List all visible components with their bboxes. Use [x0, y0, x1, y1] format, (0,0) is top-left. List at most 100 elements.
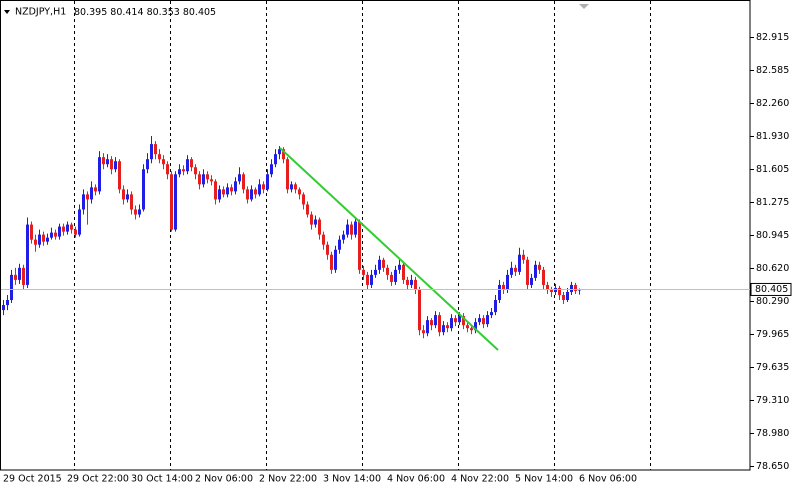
candle-body [270, 164, 273, 175]
candle-body [282, 149, 285, 160]
candle-body [446, 325, 449, 329]
candle-body [374, 269, 377, 275]
bid-label-box [750, 282, 792, 296]
candle-body [170, 174, 173, 230]
x-tick-label: 2 Nov 06:00 [195, 474, 253, 485]
candle-body [398, 264, 401, 270]
candle-body [462, 316, 465, 326]
candle-body [102, 157, 105, 165]
candle-body [218, 189, 221, 200]
x-tick-label: 6 Nov 06:00 [579, 474, 637, 485]
candle-body [46, 237, 49, 242]
separators [74, 1, 651, 470]
candle-body [122, 189, 125, 200]
candle-body [526, 259, 529, 285]
candle-body [78, 209, 81, 235]
x-tick-label: 30 Oct 14:00 [131, 474, 193, 485]
candle-body [442, 325, 445, 333]
candle-body [346, 224, 349, 235]
candle-body [18, 267, 21, 280]
candle-body [278, 149, 281, 155]
bid-label: 80.405 [755, 284, 788, 295]
candle-body [14, 274, 17, 280]
candle-body [106, 159, 109, 165]
candle-body [178, 169, 181, 175]
candle-body [378, 259, 381, 270]
candle-body [94, 187, 97, 192]
candle-body [66, 224, 69, 232]
candle-body [238, 174, 241, 182]
candle-body [546, 284, 549, 290]
candle-body [298, 189, 301, 195]
candle-body [338, 239, 341, 250]
plot [2, 136, 581, 339]
candle-body [530, 277, 533, 285]
low-value: 80.353 [147, 7, 180, 18]
candle-body [62, 226, 65, 232]
candle-body [430, 320, 433, 326]
candle-body [510, 267, 513, 275]
candle-body [246, 189, 249, 200]
candle-body [478, 318, 481, 323]
candle-body [142, 169, 145, 210]
candle-body [162, 159, 165, 165]
candle-body [534, 264, 537, 278]
candle-body [258, 184, 261, 195]
candle-body [498, 284, 501, 301]
candle-body [342, 234, 345, 240]
y-tick-label: 78.980 [756, 428, 789, 439]
candle-body [198, 174, 201, 185]
candle-body [286, 159, 289, 190]
candle-body [326, 244, 329, 255]
candle-body [354, 221, 357, 235]
candle-body [2, 305, 5, 311]
candle-body [314, 219, 317, 225]
candle-body [350, 224, 353, 235]
candle-body [506, 274, 509, 290]
candle-body [54, 232, 57, 237]
candle-body [566, 291, 569, 301]
candle-body [554, 287, 557, 292]
candle-body [42, 234, 45, 242]
candle-body [34, 239, 37, 245]
open-value: 80.395 [74, 7, 107, 18]
candle-body [482, 318, 485, 325]
x-tick-label: 29 Oct 22:00 [67, 474, 129, 485]
candle-body [206, 174, 209, 180]
candle-body [22, 267, 25, 285]
candle-body [414, 279, 417, 290]
candle-body [290, 184, 293, 190]
candle-body [254, 189, 257, 195]
candle-body [490, 312, 493, 316]
candle-body [458, 316, 461, 323]
candle-body [574, 284, 577, 291]
candle-body [50, 232, 53, 238]
candle-body [150, 144, 153, 160]
y-tick-label: 81.275 [756, 197, 789, 208]
candle-body [386, 267, 389, 275]
candle-body [146, 159, 149, 170]
candle-body [130, 194, 133, 210]
candle-body [330, 254, 333, 270]
candle-body [358, 221, 361, 270]
candle-body [450, 318, 453, 329]
candle-body [110, 159, 113, 170]
candle-body [418, 289, 421, 331]
candle-body [402, 264, 405, 280]
candle-body [470, 328, 473, 331]
candle-body [366, 274, 369, 285]
candle-body [58, 226, 61, 237]
candle-body [334, 249, 337, 270]
close-value: 80.405 [183, 7, 216, 18]
chart-title: NZDJPY,H1 [15, 7, 66, 18]
candle-body [550, 289, 553, 292]
y-tick-label: 80.945 [756, 230, 789, 241]
candle-body [322, 234, 325, 245]
x-tick-label: 29 Oct 2015 [3, 474, 62, 485]
menu-triangle [4, 10, 10, 14]
candle-body [226, 187, 229, 195]
candle-body [434, 315, 437, 326]
candle-body [70, 224, 73, 230]
